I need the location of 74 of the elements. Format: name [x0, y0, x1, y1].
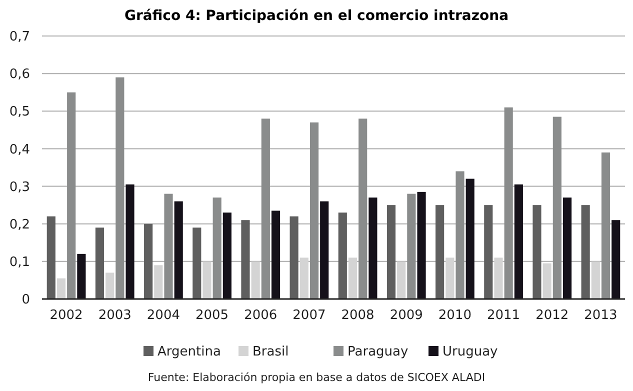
bar — [126, 184, 134, 299]
bar — [116, 77, 124, 299]
bar — [581, 205, 590, 299]
bar — [56, 278, 66, 299]
bar — [251, 261, 260, 299]
bar — [368, 198, 378, 299]
bar — [601, 152, 610, 299]
bar — [154, 265, 163, 299]
bar — [542, 263, 552, 299]
bar — [290, 216, 298, 299]
chart-title: Gráfico 4: Participación en el comercio intrazona — [124, 8, 509, 24]
y-tick-label: 0,2 — [9, 217, 30, 232]
legend-label: Uruguay — [442, 344, 498, 360]
bar — [212, 198, 222, 299]
bar — [241, 220, 250, 299]
bar — [386, 205, 396, 299]
bar — [106, 272, 114, 299]
bar — [397, 261, 406, 299]
bar — [46, 216, 56, 299]
bar — [271, 210, 280, 299]
legend-label: Argentina — [158, 344, 221, 360]
y-tick-label: 0,6 — [9, 67, 30, 82]
bar — [591, 261, 600, 299]
bar — [338, 212, 347, 299]
x-tick-label: 2009 — [390, 308, 423, 323]
bar — [300, 258, 308, 299]
bar — [532, 205, 542, 299]
bar — [261, 118, 270, 299]
bar — [504, 107, 513, 299]
bar — [222, 212, 232, 299]
bar — [202, 261, 212, 299]
bar — [174, 201, 183, 299]
bar — [514, 184, 523, 299]
bar — [466, 178, 474, 299]
y-tick-label: 0 — [22, 292, 30, 308]
x-tick-label: 2010 — [438, 308, 472, 323]
bar — [192, 228, 202, 299]
y-tick-label: 0,3 — [9, 180, 30, 195]
bar — [144, 224, 153, 299]
bar — [436, 205, 444, 299]
x-tick-label: 2008 — [341, 308, 374, 323]
bar — [612, 220, 620, 299]
x-tick-label: 2005 — [195, 308, 229, 323]
bar — [417, 192, 426, 299]
bar — [484, 205, 493, 299]
x-tick-label: 2003 — [98, 308, 132, 323]
source-note: Fuente: Elaboración propia en base a datos de SICOEX ALADI — [148, 371, 486, 384]
y-tick-label: 0,4 — [9, 142, 30, 158]
bar — [164, 194, 173, 299]
bar — [358, 118, 368, 299]
x-tick-label: 2002 — [50, 308, 83, 323]
y-tick-label: 0,5 — [9, 104, 30, 120]
x-tick-label: 2012 — [536, 308, 569, 323]
bar — [348, 258, 358, 299]
bar — [494, 258, 503, 299]
bar — [562, 198, 572, 299]
bar — [95, 228, 104, 299]
x-tick-label: 2006 — [244, 308, 278, 323]
bar — [77, 254, 86, 299]
x-tick-label: 2011 — [486, 308, 520, 323]
x-tick-label: 2004 — [146, 308, 180, 323]
bar — [552, 116, 562, 299]
bar — [446, 258, 454, 299]
bar — [456, 171, 464, 299]
bar — [67, 92, 76, 299]
bar — [320, 201, 329, 299]
x-tick-label: 2007 — [292, 308, 326, 323]
y-tick-label: 0,1 — [9, 254, 30, 270]
legend-label: Paraguay — [348, 344, 408, 360]
bar — [407, 194, 416, 299]
bar — [310, 122, 319, 299]
y-tick-label: 0,7 — [9, 30, 30, 45]
x-tick-label: 2013 — [584, 308, 618, 323]
legend-label: Brasil — [252, 344, 289, 360]
